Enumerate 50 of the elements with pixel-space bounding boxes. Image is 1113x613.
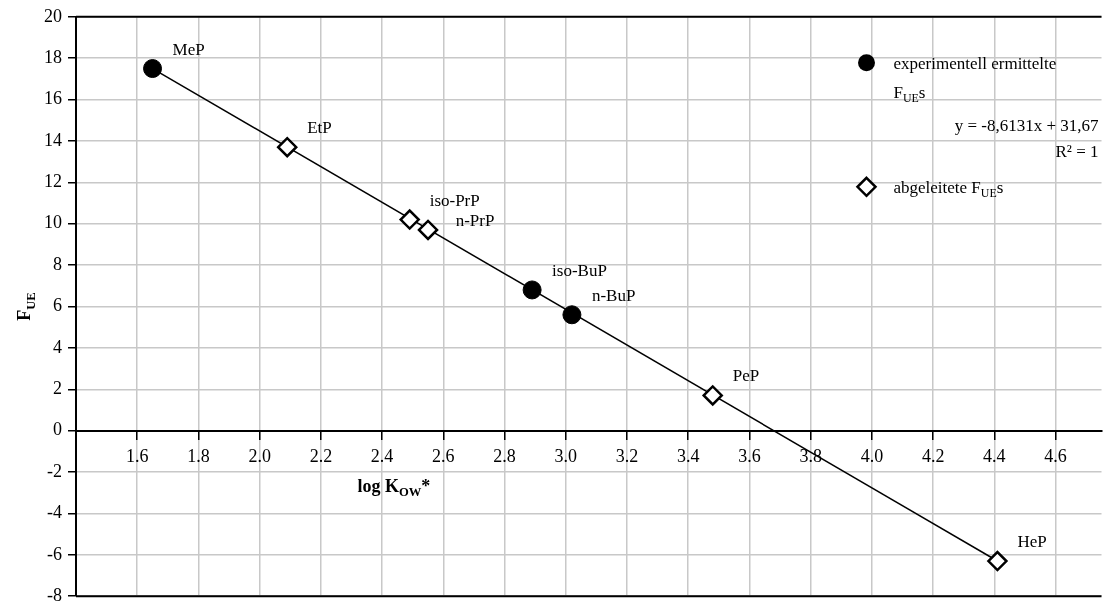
y-tick-label: -8 bbox=[47, 584, 62, 605]
point bbox=[417, 219, 439, 241]
point bbox=[143, 59, 163, 79]
x-tick-label: 4.6 bbox=[1044, 446, 1067, 467]
y-tick-label: -4 bbox=[47, 502, 62, 523]
x-tick-label: 1.6 bbox=[125, 446, 149, 467]
y-tick-label: 2 bbox=[53, 378, 62, 399]
annotation: n-PrP bbox=[455, 210, 495, 230]
point bbox=[562, 305, 582, 325]
x-tick-label: 3.4 bbox=[676, 446, 700, 467]
x-tick-label: 2.0 bbox=[248, 446, 271, 467]
x-tick-label: 4.0 bbox=[860, 446, 884, 467]
x-tick-label: 4.4 bbox=[983, 446, 1006, 467]
y-tick-label: 0 bbox=[53, 419, 62, 440]
annotation: R² = 1 bbox=[1055, 141, 1099, 161]
x-tick-label: 1.8 bbox=[187, 446, 210, 467]
x-tick-label: 3.2 bbox=[615, 446, 639, 467]
y-axis-title: FUE bbox=[14, 292, 38, 321]
point bbox=[522, 280, 542, 300]
annotation: PeP bbox=[732, 366, 760, 386]
y-tick-label: 18 bbox=[44, 46, 62, 67]
point bbox=[702, 385, 723, 406]
x-tick-label: 2.6 bbox=[432, 446, 455, 467]
point bbox=[399, 209, 420, 230]
annotation: MeP bbox=[172, 39, 205, 59]
y-tick-label: 12 bbox=[44, 171, 62, 192]
y-tick-label: 8 bbox=[53, 253, 62, 274]
point bbox=[276, 136, 298, 158]
y-tick-label: 16 bbox=[44, 88, 62, 109]
annotation: iso-PrP bbox=[429, 190, 480, 210]
y-tick-label: -6 bbox=[47, 543, 62, 564]
annotation: y = -8,6131x + 31,67 bbox=[954, 115, 1099, 135]
annotation: HeP bbox=[1017, 532, 1047, 552]
x-tick-label: 2.4 bbox=[370, 446, 394, 467]
x-tick-label: 2.2 bbox=[309, 446, 333, 467]
x-tick-label: 3.6 bbox=[738, 446, 761, 467]
annotation: iso-BuP bbox=[552, 260, 607, 280]
annotation: EtP bbox=[307, 118, 332, 138]
x-tick-label: 3.8 bbox=[799, 446, 822, 467]
y-tick-label: 6 bbox=[53, 295, 62, 316]
x-tick-label: 3.0 bbox=[554, 446, 578, 467]
point bbox=[987, 550, 1008, 572]
x-tick-label: 2.8 bbox=[493, 446, 516, 467]
y-tick-label: 14 bbox=[44, 129, 62, 150]
x-tick-label: 4.2 bbox=[921, 446, 945, 467]
y-tick-label: -2 bbox=[47, 460, 62, 481]
y-tick-label: 10 bbox=[44, 212, 62, 233]
y-tick-label: 20 bbox=[44, 5, 62, 26]
annotation: n-BuP bbox=[591, 285, 636, 305]
y-tick-label: 4 bbox=[53, 336, 62, 357]
